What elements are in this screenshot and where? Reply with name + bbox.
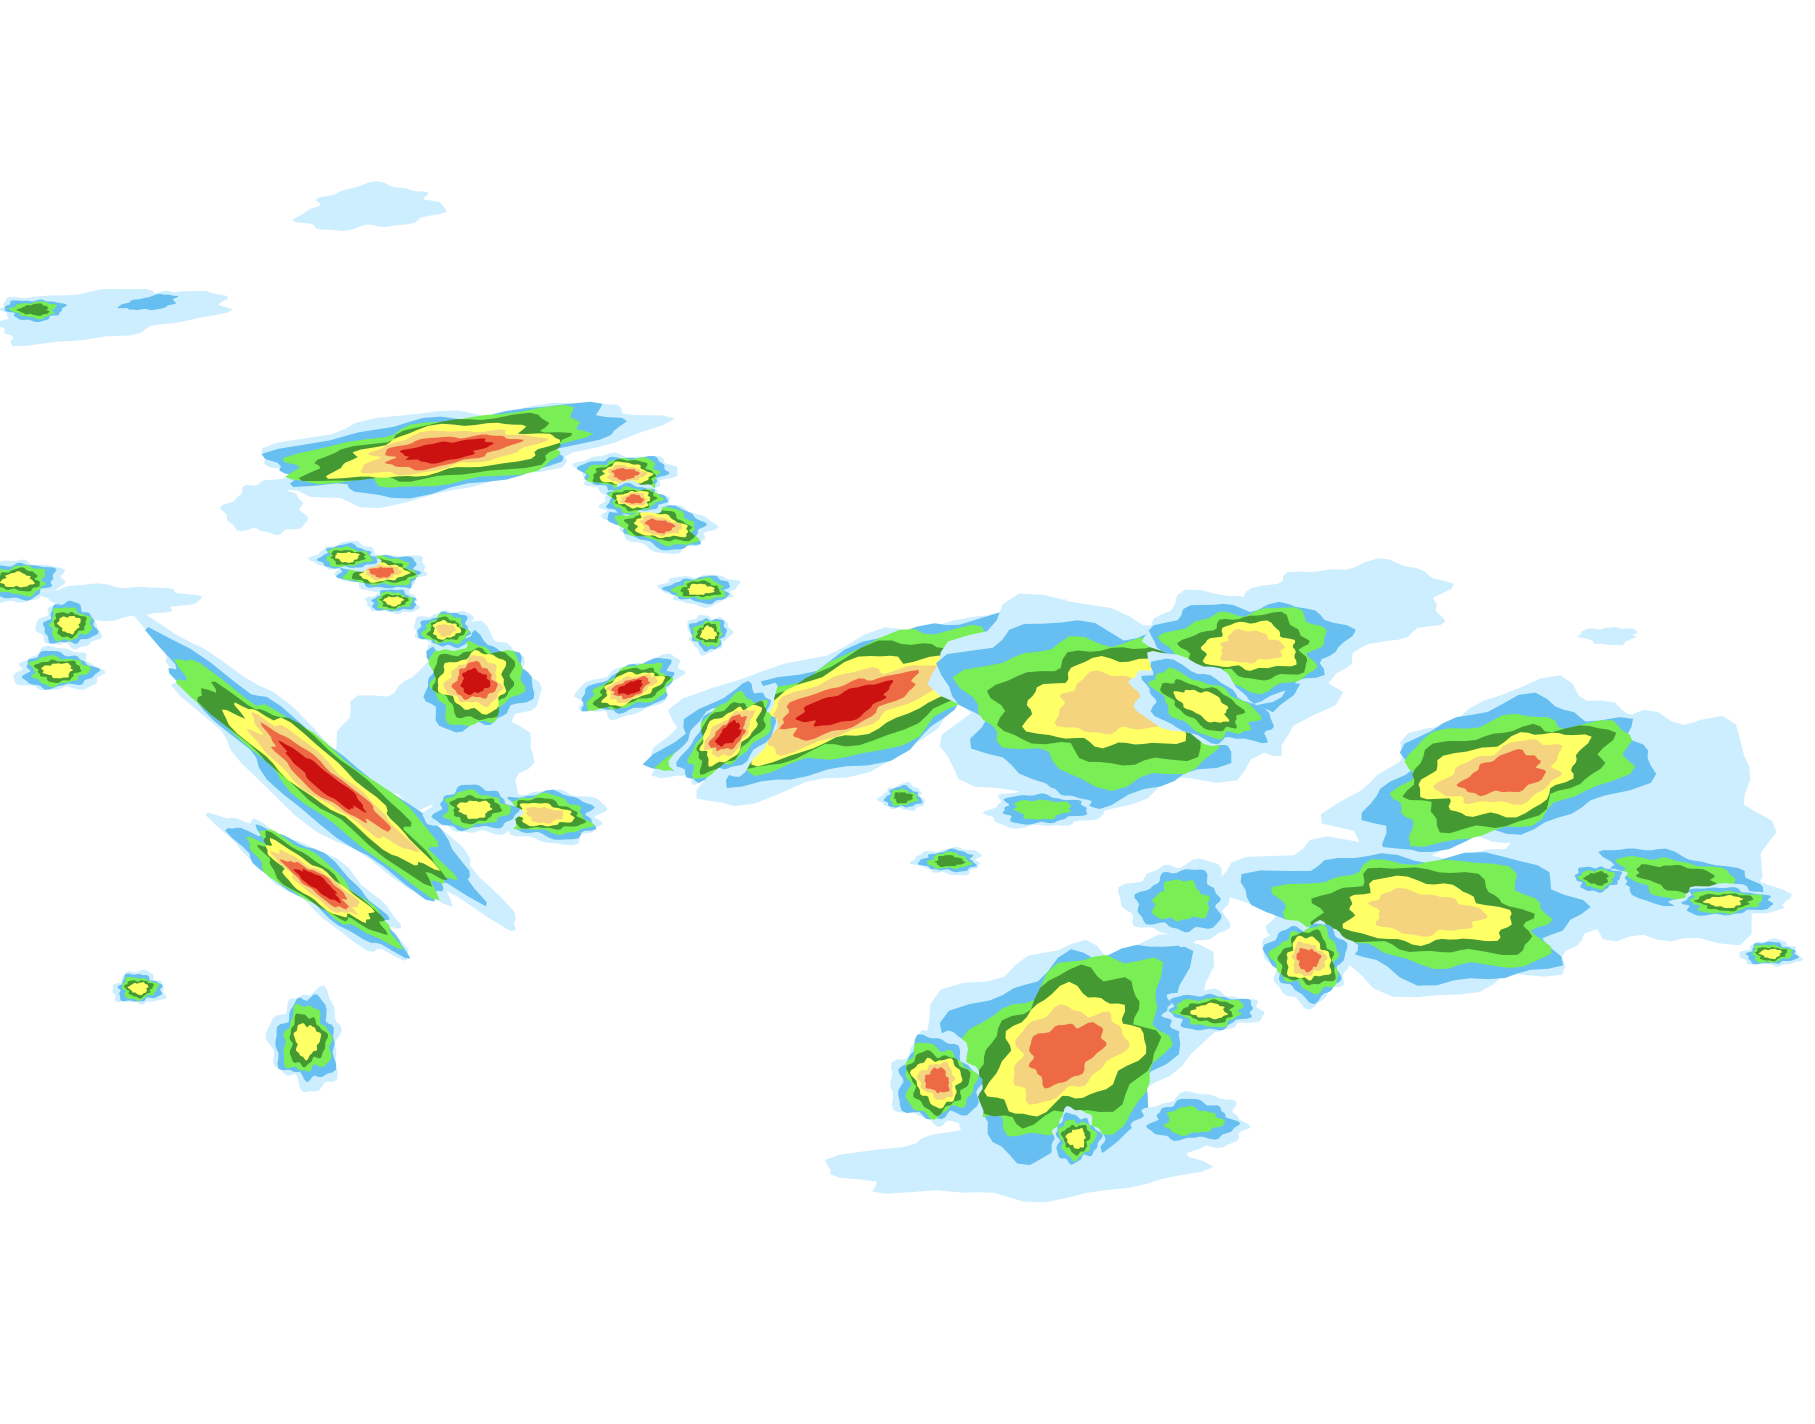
contour-level-0 xyxy=(1577,627,1638,646)
contour-level-4 xyxy=(382,596,405,607)
contour-level-3 xyxy=(893,792,914,804)
contour-level-2 xyxy=(1151,879,1210,922)
contour-level-7 xyxy=(399,438,494,464)
contour-level-4 xyxy=(0,571,35,588)
contour-level-4 xyxy=(687,583,715,595)
contour-level-1 xyxy=(117,293,179,311)
contour-level-4 xyxy=(41,662,73,679)
contour-level-2 xyxy=(1163,1106,1226,1136)
contour-level-4 xyxy=(1173,689,1230,723)
contour-level-4 xyxy=(56,615,81,635)
contour-level-4 xyxy=(456,800,493,820)
contour-level-6 xyxy=(611,467,640,481)
contour-level-6 xyxy=(1028,1022,1107,1089)
contour-level-4 xyxy=(334,552,360,563)
contour-level-3 xyxy=(16,303,50,317)
contour-level-4 xyxy=(127,982,149,996)
contour-level-2 xyxy=(1012,799,1072,820)
contour-level-5 xyxy=(1219,629,1285,664)
contour-level-4 xyxy=(1190,1002,1229,1020)
contour-level-6 xyxy=(368,567,395,578)
contour-level-4 xyxy=(1702,894,1744,909)
contour-level-3 xyxy=(934,855,966,867)
contour-layers xyxy=(0,181,1804,1203)
contour-level-0 xyxy=(292,181,447,231)
contour-level-5 xyxy=(525,806,564,824)
contour-level-4 xyxy=(1758,948,1782,960)
contour-level-7 xyxy=(460,667,491,696)
contour-level-7 xyxy=(714,719,742,747)
contour-level-7 xyxy=(617,679,644,696)
contour-level-3 xyxy=(1583,871,1609,886)
contour-level-6 xyxy=(644,518,676,534)
contour-level-6 xyxy=(1296,948,1322,973)
contour-level-6 xyxy=(624,494,645,504)
contour-level-7 xyxy=(795,679,894,727)
contour-level-6 xyxy=(1456,748,1547,797)
contour-level-5 xyxy=(1367,887,1488,937)
contour-level-4 xyxy=(293,1023,322,1061)
contour-level-4 xyxy=(1065,1127,1086,1150)
contour-level-7 xyxy=(278,740,367,814)
contour-level-7 xyxy=(293,868,342,904)
contour-level-0 xyxy=(220,479,309,536)
contour-level-5 xyxy=(435,623,457,637)
contour-level-6 xyxy=(924,1067,950,1094)
